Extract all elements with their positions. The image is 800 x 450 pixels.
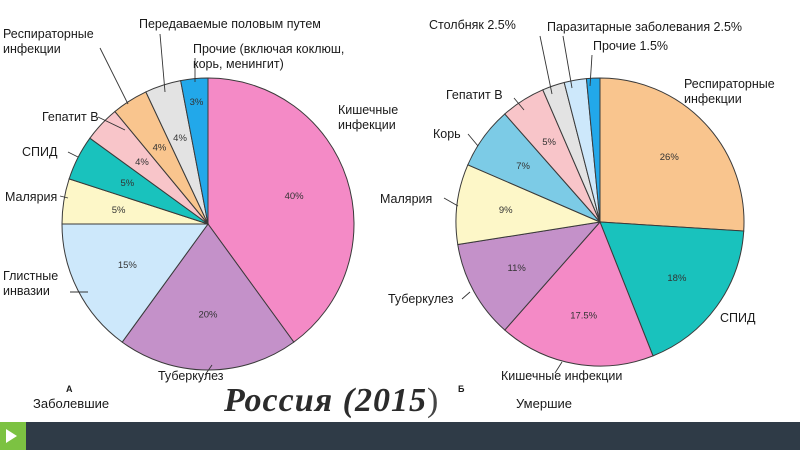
page-title: Россия (2015) xyxy=(224,382,439,420)
pie-slice-1-2 xyxy=(504,221,654,367)
slice-value-label-0-4: 5% xyxy=(120,178,134,189)
slice-label-1-4: Малярия xyxy=(380,192,432,206)
leader-line-1-8 xyxy=(562,35,573,89)
slice-value-label-0-2: 15% xyxy=(118,260,138,271)
leader-line-1-9 xyxy=(589,54,593,87)
slice-value-label-1-5: 7% xyxy=(516,161,530,172)
slice-value-label-0-8: 3% xyxy=(190,97,204,108)
slice-value-label-0-1: 20% xyxy=(198,310,218,321)
pie-slice-0-0 xyxy=(207,77,355,343)
footer-arrow-icon xyxy=(6,429,17,443)
leader-line-extra-0-0 xyxy=(159,33,166,93)
slice-value-label-0-6: 4% xyxy=(153,143,167,154)
slice-value-label-0-0: 40% xyxy=(285,191,305,202)
caption-deaths: Умершие xyxy=(516,396,572,411)
slice-value-label-1-4: 9% xyxy=(499,205,513,216)
title-paren: ) xyxy=(426,382,440,419)
slice-label-1-8: Паразитарные заболевания 2.5% xyxy=(547,20,742,34)
slice-value-label-0-7: 4% xyxy=(173,133,187,144)
chart-letter-0: А xyxy=(66,384,73,394)
slice-label-1-6: Гепатит В xyxy=(446,88,503,102)
pie-slice-0-8 xyxy=(180,77,209,225)
leader-line-1-7 xyxy=(539,35,553,95)
slice-label-1-9: Прочие 1.5% xyxy=(593,39,668,53)
pie-slice-1-9 xyxy=(585,77,601,223)
slice-label-0-7: Респираторные инфекции xyxy=(3,27,94,56)
leader-line-1-2 xyxy=(554,361,563,374)
slice-label-1-3: Туберкулез xyxy=(388,292,454,306)
slice-label-1-7: Столбняк 2.5% xyxy=(429,18,516,32)
leader-line-1-5 xyxy=(467,133,479,147)
chart-letter-1: Б xyxy=(458,384,465,394)
slice-label-0-1: Туберкулез xyxy=(158,369,224,383)
pie-chart-deaths: 26% 18% 17.5% 11% 9% 7% 5% Респираторные инфекци… xyxy=(380,18,775,394)
caption-infected: Заболевшие xyxy=(33,396,110,411)
pie-slice-0-2 xyxy=(61,223,209,343)
slice-value-label-1-3: 11% xyxy=(508,263,527,274)
slice-value-label-0-5: 4% xyxy=(135,157,149,168)
pie-slice-0-1 xyxy=(121,223,295,371)
slice-value-label-1-1: 18% xyxy=(667,273,687,284)
pie-slice-1-0 xyxy=(599,77,745,232)
leader-line-0-7 xyxy=(99,47,129,105)
slice-label-1-1: СПИД xyxy=(720,311,756,325)
slice-label-0-4: СПИД xyxy=(22,145,58,159)
pie-chart-infected: 40%20%15%5%5%4%4%4%3%Кишечные инфекцииТуб… xyxy=(3,17,398,394)
slice-value-label-1-0: 26% xyxy=(660,152,680,163)
slice-value-label-0-3: 5% xyxy=(112,205,126,216)
slice-label-1-2: Кишечные инфекции xyxy=(501,369,622,383)
slice-value-label-1-2: 17.5% xyxy=(570,311,597,322)
footer-bar xyxy=(0,422,800,450)
slice-value-label-1-6: 5% xyxy=(542,137,556,148)
extra-label-0-0: Передаваемые половым путем xyxy=(139,17,321,31)
slice-label-0-3: Малярия xyxy=(5,190,57,204)
slice-label-1-5: Корь xyxy=(433,127,461,141)
pie-slice-1-4 xyxy=(455,164,602,246)
title-text: Россия (2015 xyxy=(224,382,427,419)
slice-label-1-0: Респираторные инфекции xyxy=(684,77,775,106)
leader-line-1-4 xyxy=(443,197,459,207)
pie-slice-1-3 xyxy=(457,221,602,331)
slice-label-0-0: Кишечные инфекции xyxy=(338,103,398,132)
leader-line-0-3 xyxy=(59,195,69,199)
leader-line-0-4 xyxy=(67,151,79,158)
leader-line-0-1 xyxy=(204,364,213,376)
slice-label-0-2: Глистные инвазии xyxy=(3,269,58,298)
slice-label-0-6: Гепатит В xyxy=(42,110,99,124)
slice-label-0-8: Прочие (включая коклюш, корь, менингит) xyxy=(193,42,344,71)
leader-line-0-6 xyxy=(97,116,126,131)
leader-line-1-6 xyxy=(513,97,525,111)
pie-slice-1-1 xyxy=(599,221,745,357)
leader-line-1-3 xyxy=(461,291,471,300)
